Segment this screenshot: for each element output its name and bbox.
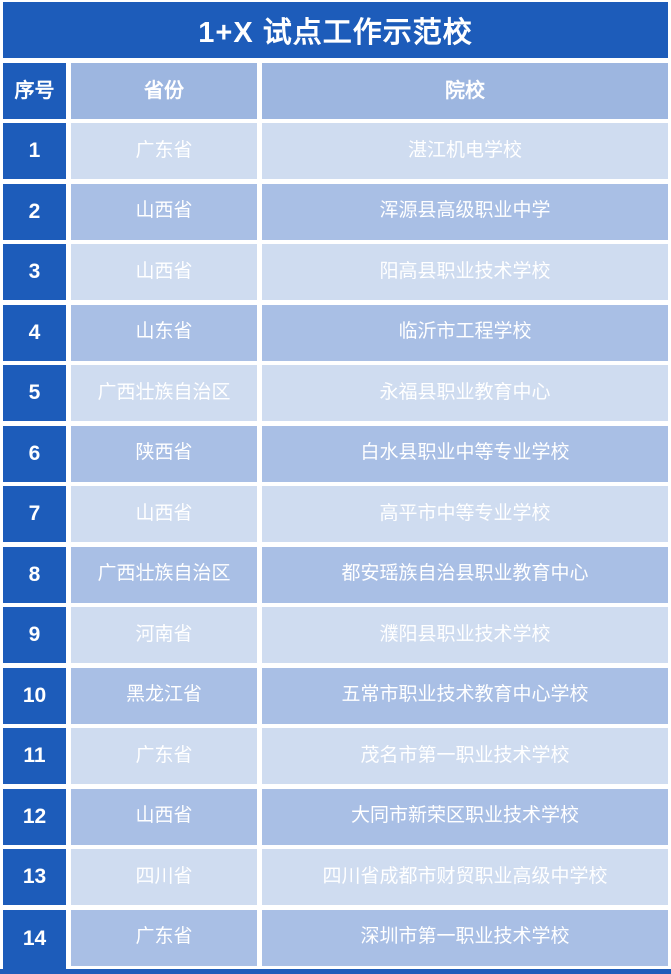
row-province-cell: 广东省 xyxy=(71,728,257,784)
row-school-cell: 浑源县高级职业中学 xyxy=(262,183,668,240)
row-school-cell: 临沂市工程学校 xyxy=(262,304,668,361)
row-school-cell: 濮阳县职业技术学校 xyxy=(262,607,668,663)
column-header-school: 院校 xyxy=(262,62,668,119)
row-province-cell: 山西省 xyxy=(71,244,257,300)
row-serial-cell: 12 xyxy=(3,788,66,845)
row-province-cell: 陕西省 xyxy=(71,425,257,482)
row-school-cell: 永福县职业教育中心 xyxy=(262,365,668,421)
row-school-cell: 高平市中等专业学校 xyxy=(262,486,668,542)
table-row: 12 山西省 大同市新荣区职业技术学校 xyxy=(3,788,668,845)
row-serial-cell: 5 xyxy=(3,365,66,421)
table-row: 4 山东省 临沂市工程学校 xyxy=(3,304,668,361)
table-row: 3 山西省 阳高县职业技术学校 xyxy=(3,244,668,300)
row-school-cell: 阳高县职业技术学校 xyxy=(262,244,668,300)
row-province-cell: 山西省 xyxy=(71,486,257,542)
table-row: 1 广东省 湛江机电学校 xyxy=(3,123,668,179)
row-province-cell: 山西省 xyxy=(71,788,257,845)
row-province-cell: 广西壮族自治区 xyxy=(71,365,257,421)
table-body: 1 广东省 湛江机电学校 2 山西省 浑源县高级职业中学 3 山西省 阳高县职业… xyxy=(3,123,668,969)
row-serial-cell: 9 xyxy=(3,607,66,663)
table-row: 14 广东省 深圳市第一职业技术学校 xyxy=(3,909,668,969)
row-school-cell: 都安瑶族自治县职业教育中心 xyxy=(262,546,668,603)
column-header-province: 省份 xyxy=(71,62,257,119)
row-province-cell: 广东省 xyxy=(71,909,257,966)
table-row: 2 山西省 浑源县高级职业中学 xyxy=(3,183,668,240)
row-school-cell: 四川省成都市财贸职业高级中学校 xyxy=(262,849,668,905)
table-row: 13 四川省 四川省成都市财贸职业高级中学校 xyxy=(3,849,668,905)
row-serial-cell: 1 xyxy=(3,123,66,179)
table-row: 8 广西壮族自治区 都安瑶族自治县职业教育中心 xyxy=(3,546,668,603)
table-row: 11 广东省 茂名市第一职业技术学校 xyxy=(3,728,668,784)
row-serial-cell: 11 xyxy=(3,728,66,784)
row-serial-cell: 7 xyxy=(3,486,66,542)
row-province-cell: 黑龙江省 xyxy=(71,667,257,724)
table-bottom-border xyxy=(0,969,671,974)
table-row: 6 陕西省 白水县职业中等专业学校 xyxy=(3,425,668,482)
row-school-cell: 五常市职业技术教育中心学校 xyxy=(262,667,668,724)
table-row: 7 山西省 高平市中等专业学校 xyxy=(3,486,668,542)
row-serial-cell: 6 xyxy=(3,425,66,482)
table-title: 1+X 试点工作示范校 xyxy=(3,2,668,58)
row-serial-cell: 13 xyxy=(3,849,66,905)
row-serial-cell: 14 xyxy=(3,909,66,969)
row-province-cell: 山东省 xyxy=(71,304,257,361)
table-row: 9 河南省 濮阳县职业技术学校 xyxy=(3,607,668,663)
table-row: 10 黑龙江省 五常市职业技术教育中心学校 xyxy=(3,667,668,724)
row-serial-cell: 4 xyxy=(3,304,66,361)
row-province-cell: 四川省 xyxy=(71,849,257,905)
row-school-cell: 茂名市第一职业技术学校 xyxy=(262,728,668,784)
row-serial-cell: 8 xyxy=(3,546,66,603)
row-serial-cell: 2 xyxy=(3,183,66,240)
row-serial-cell: 10 xyxy=(3,667,66,724)
row-serial-cell: 3 xyxy=(3,244,66,300)
row-school-cell: 湛江机电学校 xyxy=(262,123,668,179)
row-school-cell: 深圳市第一职业技术学校 xyxy=(262,909,668,966)
row-province-cell: 河南省 xyxy=(71,607,257,663)
table-header-row: 序号 省份 院校 xyxy=(3,62,668,119)
row-province-cell: 广西壮族自治区 xyxy=(71,546,257,603)
row-school-cell: 白水县职业中等专业学校 xyxy=(262,425,668,482)
table-row: 5 广西壮族自治区 永福县职业教育中心 xyxy=(3,365,668,421)
row-province-cell: 广东省 xyxy=(71,123,257,179)
row-province-cell: 山西省 xyxy=(71,183,257,240)
row-school-cell: 大同市新荣区职业技术学校 xyxy=(262,788,668,845)
column-header-serial: 序号 xyxy=(3,62,66,119)
